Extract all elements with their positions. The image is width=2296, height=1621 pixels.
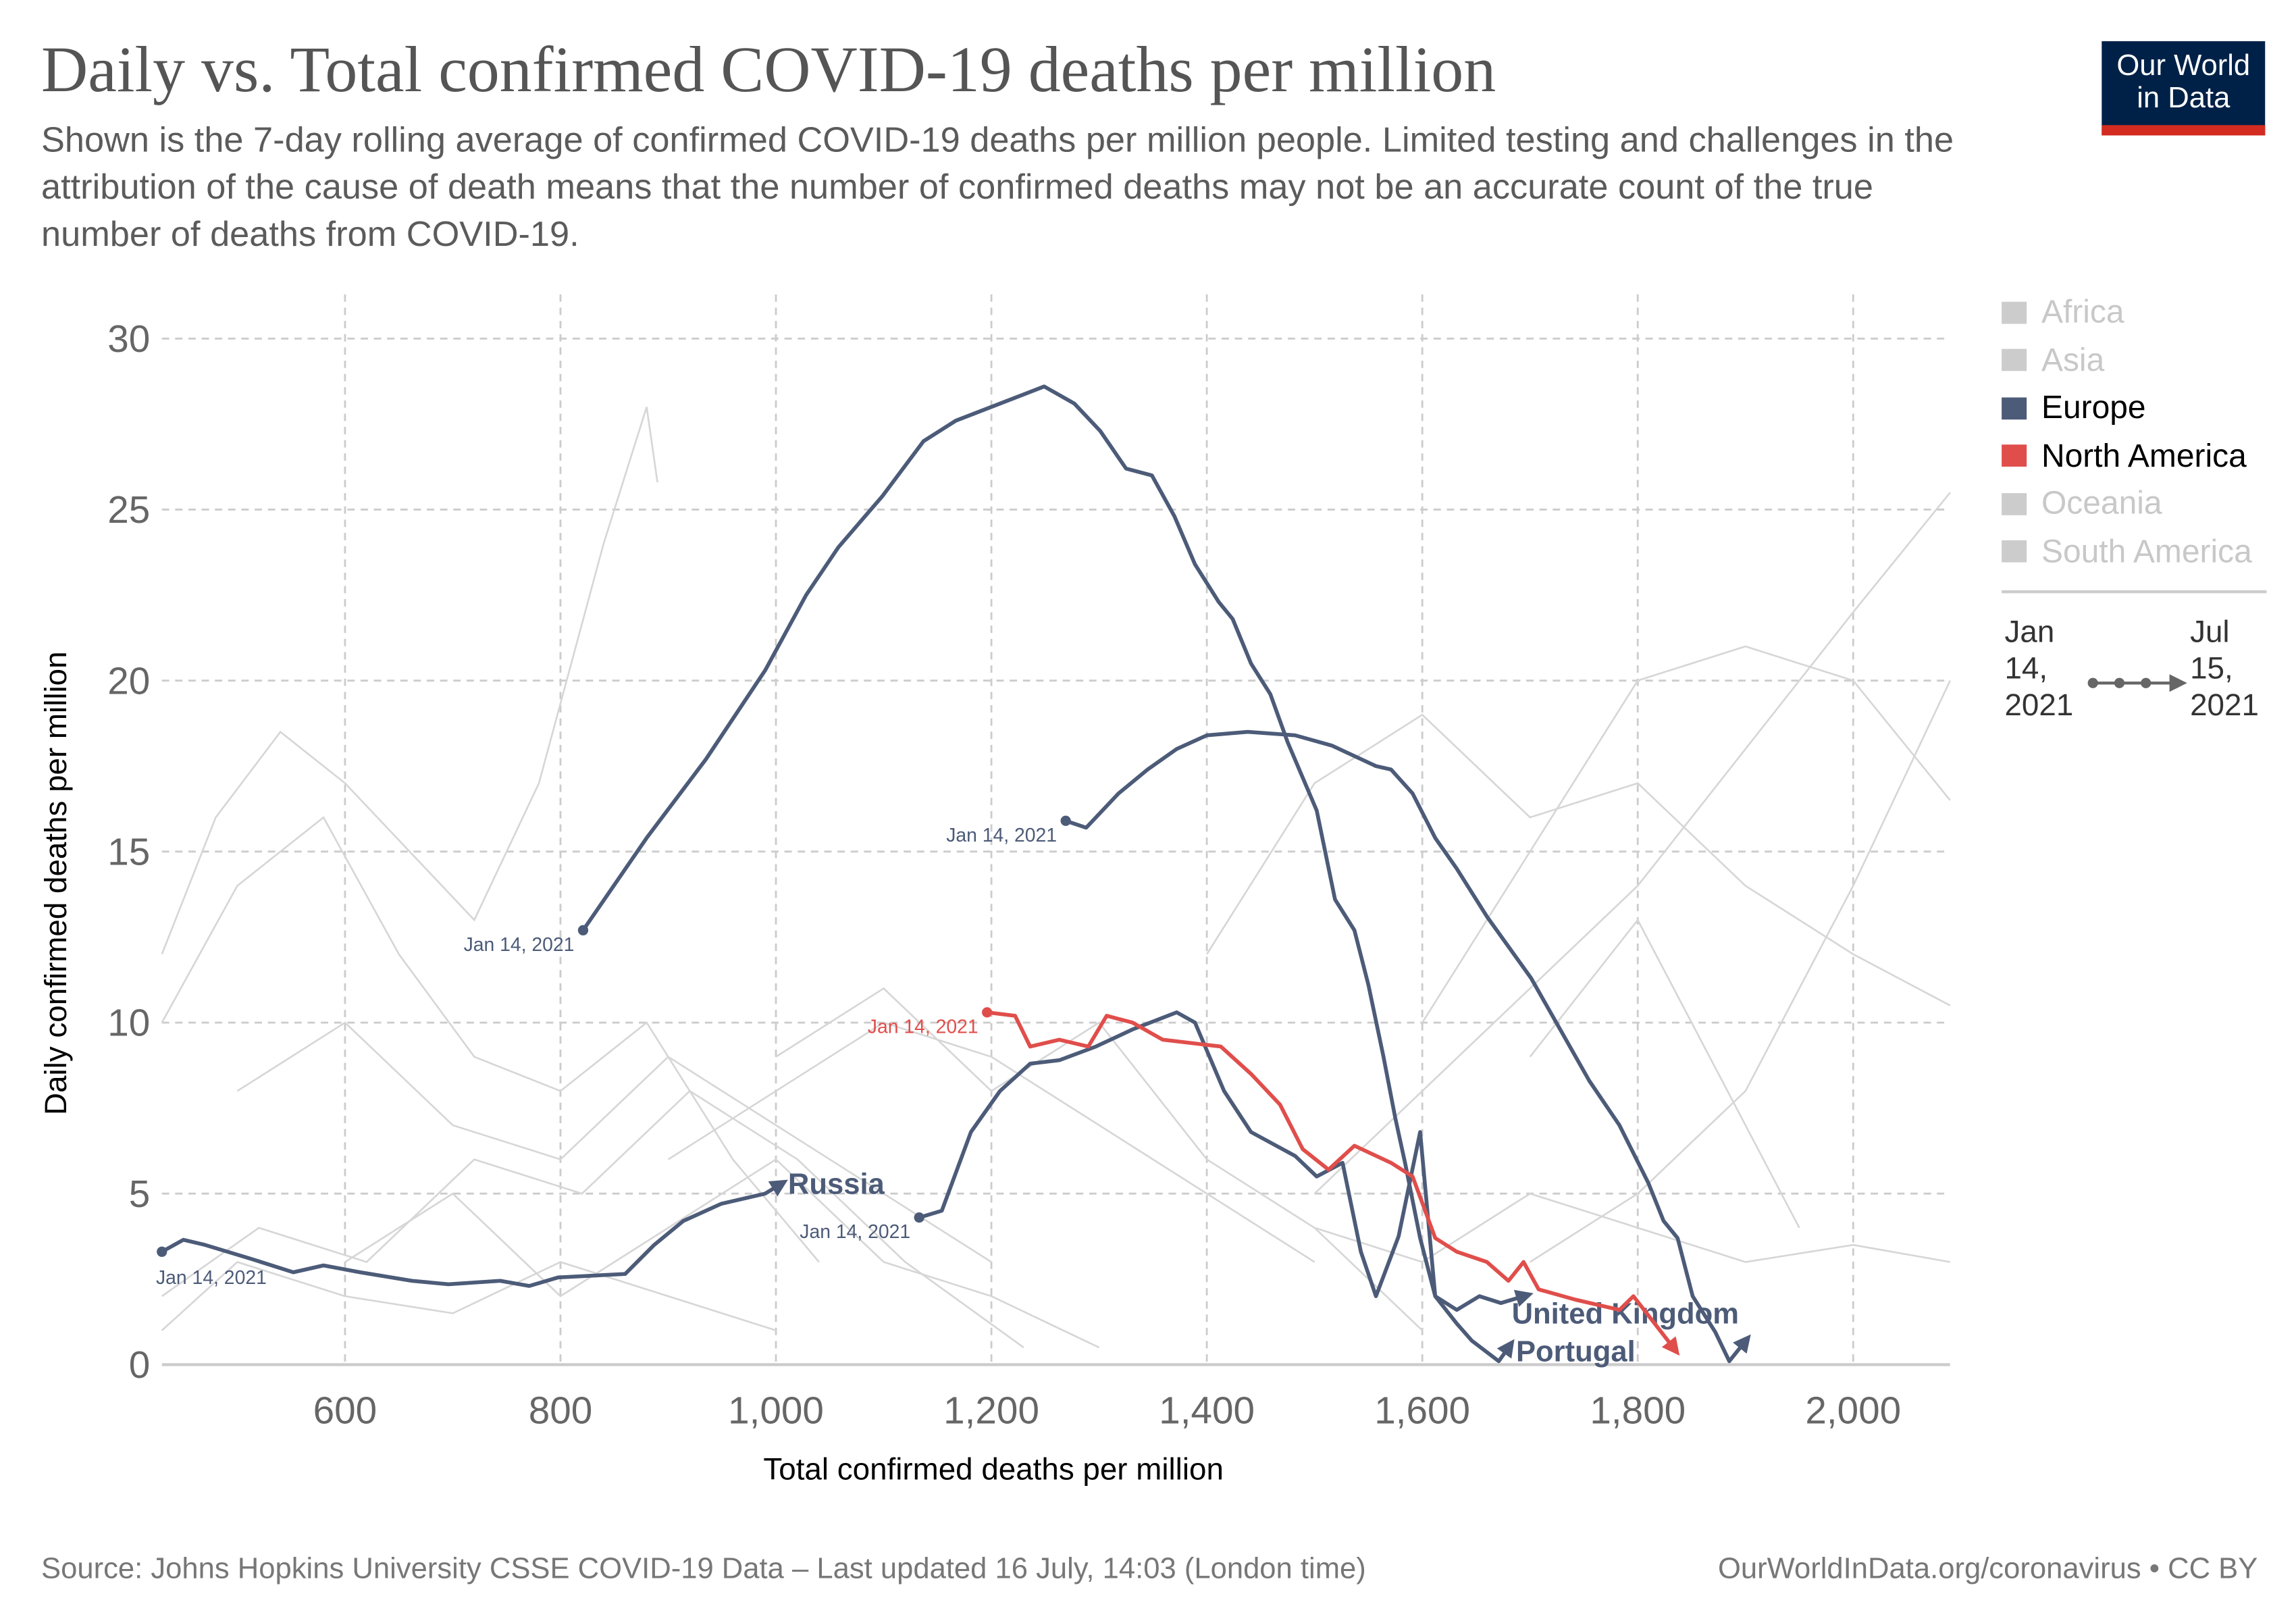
series-label: Russia xyxy=(788,1168,885,1201)
legend-label: Europe xyxy=(2041,388,2146,426)
series-line xyxy=(987,1010,1675,1349)
credit-link[interactable]: OurWorldInData.org/coronavirus • CC BY xyxy=(1717,1553,2258,1586)
series-start-label: Jan 14, 2021 xyxy=(156,1267,267,1289)
background-country-line xyxy=(1529,918,1800,1229)
background-country-line xyxy=(161,1261,777,1332)
background-country-line xyxy=(161,407,658,955)
series-end-arrow xyxy=(1733,1334,1751,1354)
series-end-arrow xyxy=(1496,1339,1515,1359)
series-line xyxy=(918,1010,1524,1312)
y-tick-label: 0 xyxy=(129,1344,151,1387)
logo-line-2: in Data xyxy=(2137,82,2230,115)
series-start-label: Jan 14, 2021 xyxy=(464,934,575,956)
legend-item-south-america[interactable]: South America xyxy=(2002,528,2266,575)
series-end-arrow xyxy=(1513,1289,1534,1307)
legend-swatch xyxy=(2002,444,2027,467)
background-country-line xyxy=(1314,1192,1951,1263)
series-start-label: Jan 14, 2021 xyxy=(800,1221,910,1243)
series-start-marker xyxy=(914,1212,924,1223)
legend-swatch xyxy=(2002,396,2027,419)
background-country-line xyxy=(1206,713,1951,1006)
x-tick-label: 800 xyxy=(529,1390,593,1433)
chart-subtitle: Shown is the 7-day rolling average of co… xyxy=(41,120,1954,255)
background-country-line xyxy=(1421,645,1951,1023)
background-country-line xyxy=(344,1158,1100,1349)
y-axis-label: Daily confirmed deaths per million xyxy=(38,651,73,1115)
series-end-arrow xyxy=(768,1179,788,1197)
timeline-arrow-icon xyxy=(2087,674,2187,692)
legend-label: Africa xyxy=(2041,293,2124,330)
legend-swatch xyxy=(2002,349,2027,371)
logo-line-1: Our World xyxy=(2116,50,2251,83)
y-tick-label: 25 xyxy=(107,489,150,532)
legend-label: South America xyxy=(2041,532,2252,569)
series-start-marker xyxy=(982,1007,993,1018)
chart-title: Daily vs. Total confirmed COVID-19 death… xyxy=(41,34,1496,106)
x-tick-label: 1,200 xyxy=(943,1390,1039,1433)
background-country-line xyxy=(161,816,820,1263)
x-axis-label: Total confirmed deaths per million xyxy=(763,1451,1224,1486)
y-tick-label: 5 xyxy=(129,1173,151,1216)
series-start-label: Jan 14, 2021 xyxy=(868,1016,979,1037)
x-tick-label: 1,400 xyxy=(1159,1390,1255,1433)
background-country-line xyxy=(161,1089,1024,1349)
series-line xyxy=(1065,729,1746,1364)
timeline-start[interactable]: Jan 14, 2021 xyxy=(2004,615,2074,723)
x-tick-label: 1,600 xyxy=(1374,1390,1470,1433)
background-country-line xyxy=(236,1021,992,1263)
background-country-line xyxy=(667,1021,1315,1263)
legend: Africa Asia Europe North America Oceania Sout… xyxy=(2002,288,2267,723)
series-line xyxy=(161,1183,781,1288)
x-tick-label: 1,800 xyxy=(1590,1390,1686,1433)
legend-item-north-america[interactable]: North America xyxy=(2002,432,2266,480)
series-end-arrow xyxy=(1661,1336,1680,1356)
legend-item-europe[interactable]: Europe xyxy=(2002,384,2266,432)
x-tick-label: 1,000 xyxy=(728,1390,824,1433)
y-tick-label: 10 xyxy=(107,1002,150,1045)
y-tick-label: 15 xyxy=(107,831,150,873)
series-line xyxy=(581,384,1511,1364)
owid-logo[interactable]: Our World in Data xyxy=(2102,41,2266,136)
series-start-marker xyxy=(157,1246,167,1257)
legend-label: Asia xyxy=(2041,341,2105,378)
source-note: Source: Johns Hopkins University CSSE CO… xyxy=(41,1553,1366,1586)
legend-divider xyxy=(2002,590,2267,594)
legend-swatch xyxy=(2002,540,2027,563)
legend-swatch xyxy=(2002,301,2027,324)
background-country-line xyxy=(1313,492,1951,1195)
series-start-marker xyxy=(1060,815,1071,826)
legend-swatch xyxy=(2002,492,2027,515)
chart-plot: 0 5 10 15 20 25 30 600 800 1,000 1,200 1,400 1,600 1,… xyxy=(38,294,1952,1486)
legend-label: Oceania xyxy=(2041,484,2162,522)
series-label: Portugal xyxy=(1516,1335,1636,1368)
legend-item-oceania[interactable]: Oceania xyxy=(2002,480,2266,528)
legend-item-asia[interactable]: Asia xyxy=(2002,336,2266,384)
y-tick-label: 30 xyxy=(107,318,150,361)
x-tick-label: 2,000 xyxy=(1805,1390,1901,1433)
timeline-end[interactable]: Jul 15, 2021 xyxy=(2190,615,2259,723)
y-tick-label: 20 xyxy=(107,660,150,702)
series-start-marker xyxy=(577,925,589,935)
legend-label: North America xyxy=(2041,436,2247,474)
legend-item-africa[interactable]: Africa xyxy=(2002,288,2266,336)
x-tick-label: 600 xyxy=(313,1390,377,1433)
series-start-label: Jan 14, 2021 xyxy=(946,825,1057,846)
background-country-line xyxy=(775,987,1424,1331)
